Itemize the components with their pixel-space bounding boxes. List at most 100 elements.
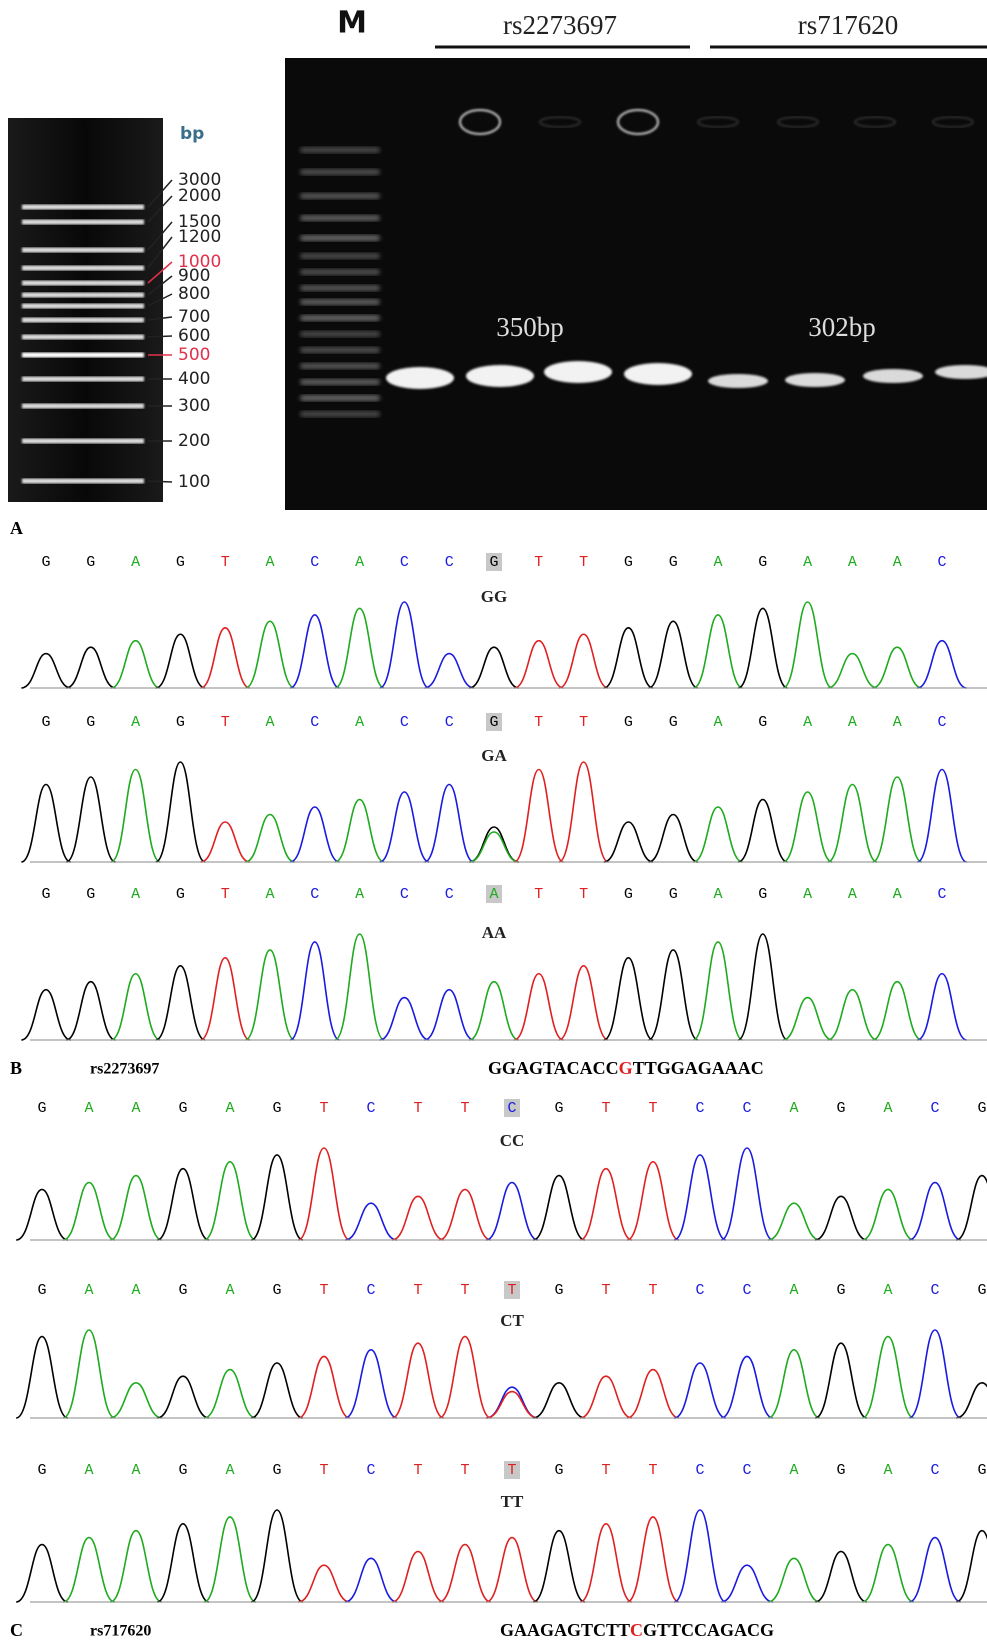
base-call: T (319, 1282, 328, 1299)
trace-peak (738, 608, 787, 688)
trace-peak (917, 974, 966, 1040)
band-label: 302bp (808, 312, 876, 342)
base-call: C (445, 554, 454, 571)
group-label: rs717620 (798, 10, 899, 40)
base-call: A (893, 554, 902, 571)
trace-peak (909, 1538, 961, 1602)
base-call: C (310, 554, 319, 571)
base-call: C (742, 1462, 751, 1479)
panel-label: C (10, 1620, 23, 1640)
trace-peak (392, 1196, 444, 1240)
trace-peak (380, 998, 429, 1040)
band-label: 350bp (496, 312, 564, 342)
base-call: T (648, 1282, 657, 1299)
trace-peak (439, 1545, 491, 1603)
trace-peak (783, 998, 832, 1040)
base-call: A (489, 886, 498, 903)
trace-peak (245, 815, 294, 863)
trace-peak (66, 982, 115, 1040)
trace-peak (21, 785, 70, 863)
ladder-unit: bp (180, 124, 204, 144)
base-call: A (803, 714, 812, 731)
base-call: A (131, 886, 140, 903)
base-call: C (445, 714, 454, 731)
trace-peak (201, 958, 250, 1040)
base-call: A (355, 554, 364, 571)
base-call: G (554, 1462, 563, 1479)
trace-peak (345, 1558, 397, 1602)
trace-peak (298, 1356, 350, 1418)
base-call: T (221, 554, 230, 571)
base-call: A (883, 1100, 892, 1117)
trace-peak (627, 1517, 679, 1602)
base-call: G (758, 714, 767, 731)
trace-peak (674, 1510, 726, 1602)
genotype-label: AA (482, 923, 507, 942)
base-call: T (534, 886, 543, 903)
trace-peak (580, 1524, 632, 1602)
trace-peak (21, 654, 70, 688)
trace-peak (110, 1531, 162, 1602)
trace-peak (157, 1524, 209, 1602)
trace-peak (16, 1337, 68, 1418)
ladder-label: 400 (178, 369, 210, 389)
trace-peak (157, 1376, 209, 1418)
base-call: G (178, 1100, 187, 1117)
base-call: G (37, 1282, 46, 1299)
trace-peak (873, 777, 922, 862)
base-call: T (601, 1462, 610, 1479)
trace-peak (559, 634, 608, 688)
marker-band (300, 331, 380, 337)
marker-band (300, 285, 380, 291)
trace-peak (486, 1183, 538, 1241)
ladder-label: 800 (178, 284, 210, 304)
base-call: T (534, 554, 543, 571)
base-call: A (355, 886, 364, 903)
sample-band (466, 365, 534, 387)
base-call: G (836, 1462, 845, 1479)
trace-peak (533, 1176, 585, 1240)
base-call: A (789, 1462, 798, 1479)
ladder-leader (148, 481, 172, 482)
sample-band (386, 367, 454, 389)
trace-peak (828, 990, 877, 1040)
trace-peak (627, 1162, 679, 1240)
trace-peak (204, 1517, 256, 1602)
base-call: C (445, 886, 454, 903)
marker-band (300, 315, 380, 321)
trace-peak (649, 950, 698, 1040)
trace-peak (469, 982, 518, 1040)
trace-peak (815, 1196, 867, 1240)
trace-peak (66, 647, 115, 688)
base-call: A (84, 1100, 93, 1117)
trace-peak (873, 647, 922, 688)
base-call: G (176, 714, 185, 731)
trace-peak (204, 1370, 256, 1418)
base-call: G (272, 1462, 281, 1479)
base-call: A (265, 886, 274, 903)
base-call: A (355, 714, 364, 731)
base-call: G (758, 554, 767, 571)
trace-peak (245, 950, 294, 1040)
ladder-band (22, 266, 144, 271)
base-call: A (893, 714, 902, 731)
base-call: A (225, 1100, 234, 1117)
base-call: A (848, 554, 857, 571)
snp-id: rs2273697 (90, 1061, 159, 1078)
trace-peak (693, 615, 742, 688)
ladder-band (22, 220, 144, 225)
base-call: G (178, 1282, 187, 1299)
base-call: C (937, 714, 946, 731)
figure: Mrs2273697rs717620350bp302bpbp3000200015… (0, 0, 987, 1640)
ladder-band (22, 205, 144, 210)
base-call: G (554, 1100, 563, 1117)
marker-band (300, 395, 380, 401)
base-call: C (366, 1100, 375, 1117)
trace-peak (63, 1330, 115, 1418)
ladder-image (8, 118, 163, 502)
trace-peak (469, 832, 518, 862)
sample-band (708, 374, 768, 388)
panel-label: A (10, 518, 23, 538)
base-call: G (554, 1282, 563, 1299)
trace-peak (251, 1155, 303, 1240)
